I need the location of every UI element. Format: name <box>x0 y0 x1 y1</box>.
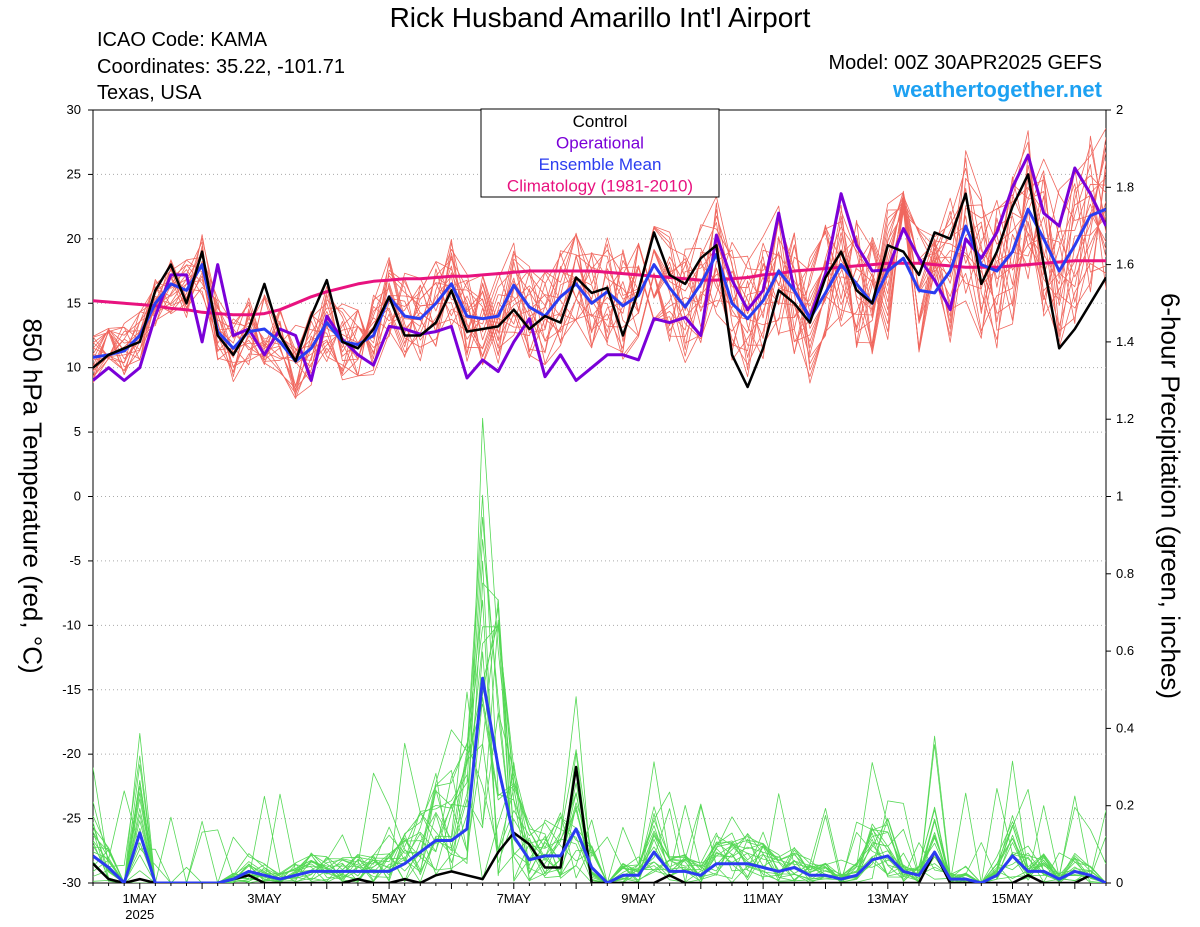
coordinates: Coordinates: 35.22, -101.71 <box>97 56 345 78</box>
right-tick-label: 0.6 <box>1116 643 1134 658</box>
icao-code: ICAO Code: KAMA <box>97 29 268 51</box>
temp-mean-line <box>93 207 1106 363</box>
right-tick-label: 2 <box>1116 102 1123 117</box>
temp-control-line <box>93 173 1106 389</box>
left-tick-label: -15 <box>62 682 81 697</box>
right-tick-label: 1.2 <box>1116 411 1134 426</box>
x-tick-label: 15MAY <box>992 891 1034 906</box>
left-tick-label: -30 <box>62 875 81 890</box>
x-tick-label: 5MAY <box>372 891 407 906</box>
left-tick-label: -25 <box>62 811 81 826</box>
left-tick-label: 20 <box>67 231 81 246</box>
temp-member-line <box>93 170 1106 372</box>
temp-member-line <box>93 150 1106 383</box>
temp-operational-line <box>93 153 1106 382</box>
precip-member-line <box>93 516 1106 883</box>
temp-member-line <box>93 161 1106 384</box>
x-tick-sublabel: 2025 <box>125 907 154 922</box>
temp-member-line <box>93 175 1106 399</box>
right-tick-label: 1 <box>1116 489 1123 504</box>
legend-entry: Control <box>573 112 628 131</box>
legend-entry: Climatology (1981-2010) <box>507 177 693 196</box>
right-tick-label: 0 <box>1116 875 1123 890</box>
legend-box <box>480 108 720 198</box>
temp-member-line <box>93 194 1106 378</box>
region: Texas, USA <box>97 82 202 104</box>
left-tick-label: -10 <box>62 617 81 632</box>
x-tick-label: 11MAY <box>743 891 784 906</box>
climatology-line <box>93 259 1106 317</box>
right-tick-label: 0.4 <box>1116 720 1134 735</box>
left-tick-label: 5 <box>74 424 81 439</box>
left-tick-label: 10 <box>67 360 81 375</box>
right-tick-label: 1.8 <box>1116 179 1134 194</box>
x-tick-label: 3MAY <box>247 891 282 906</box>
left-tick-label: 30 <box>67 102 81 117</box>
right-tick-label: 0.2 <box>1116 798 1134 813</box>
right-tick-label: 1.6 <box>1116 257 1134 272</box>
x-tick-label: 1MAY <box>123 891 158 906</box>
left-tick-label: 0 <box>74 489 81 504</box>
legend-entry: Ensemble Mean <box>539 155 662 174</box>
brand-link[interactable]: weathertogether.net <box>892 77 1102 102</box>
right-tick-label: 1.4 <box>1116 334 1134 349</box>
precip-mean-line <box>93 676 1106 883</box>
temp-member-line <box>93 164 1106 377</box>
chart-title: Rick Husband Amarillo Int'l Airport <box>389 2 811 33</box>
temp-member-line <box>93 141 1106 382</box>
model-run: Model: 00Z 30APR2025 GEFS <box>828 52 1102 74</box>
x-tick-label: 7MAY <box>497 891 532 906</box>
left-tick-label: 15 <box>67 295 81 310</box>
left-tick-label: 25 <box>67 166 81 181</box>
x-tick-label: 13MAY <box>867 891 909 906</box>
left-tick-label: -20 <box>62 746 81 761</box>
precip-member-line <box>93 742 1106 883</box>
x-tick-label: 9MAY <box>621 891 656 906</box>
left-tick-label: -5 <box>69 553 81 568</box>
precip-member-line <box>93 651 1106 883</box>
legend-entry: Operational <box>556 134 644 153</box>
right-tick-label: 0.8 <box>1116 566 1134 581</box>
precip-member-line <box>93 697 1106 883</box>
temp-member-line <box>93 195 1106 396</box>
